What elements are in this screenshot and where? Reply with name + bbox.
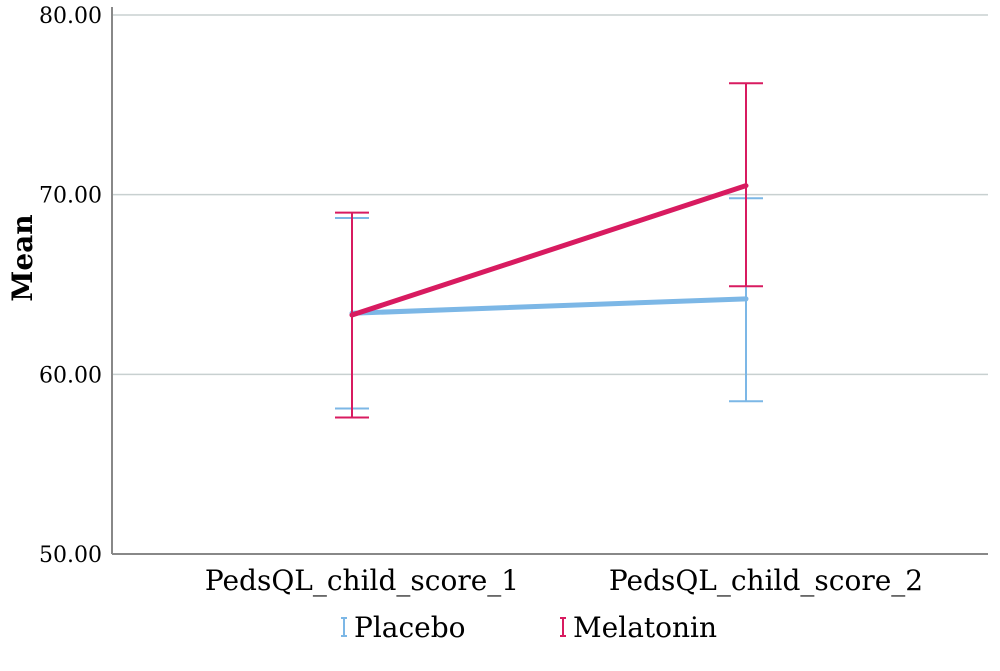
legend-label-melatonin: Melatonin [573, 611, 717, 644]
series-group [335, 82, 763, 419]
y-tick-label-1: 60.00 [39, 363, 102, 388]
series-line-melatonin [349, 183, 749, 318]
y-axis-label: Mean [6, 214, 39, 301]
axes [111, 7, 988, 555]
legend-item-placebo: Placebo [341, 611, 466, 644]
x-tick-labels: PedsQL_child_score_1 PedsQL_child_score_2 [205, 564, 923, 597]
legend-item-melatonin: Melatonin [560, 611, 717, 644]
y-tick-label-0: 50.00 [39, 543, 102, 568]
legend-errorbar-icon [341, 617, 347, 637]
series-line-placebo [349, 296, 749, 316]
y-tick-label-2: 70.00 [39, 184, 102, 209]
y-tick-label-3: 80.00 [39, 4, 102, 29]
gridlines [112, 14, 988, 376]
legend-errorbar-icon [560, 617, 566, 637]
x-tick-label-1: PedsQL_child_score_2 [609, 564, 923, 597]
y-tick-labels: 50.00 60.00 70.00 80.00 [39, 4, 102, 568]
legend-label-placebo: Placebo [354, 611, 466, 644]
legend: Placebo Melatonin [341, 611, 717, 644]
x-tick-label-0: PedsQL_child_score_1 [205, 564, 519, 597]
series-melatonin [335, 82, 763, 419]
series-placebo [335, 197, 763, 410]
